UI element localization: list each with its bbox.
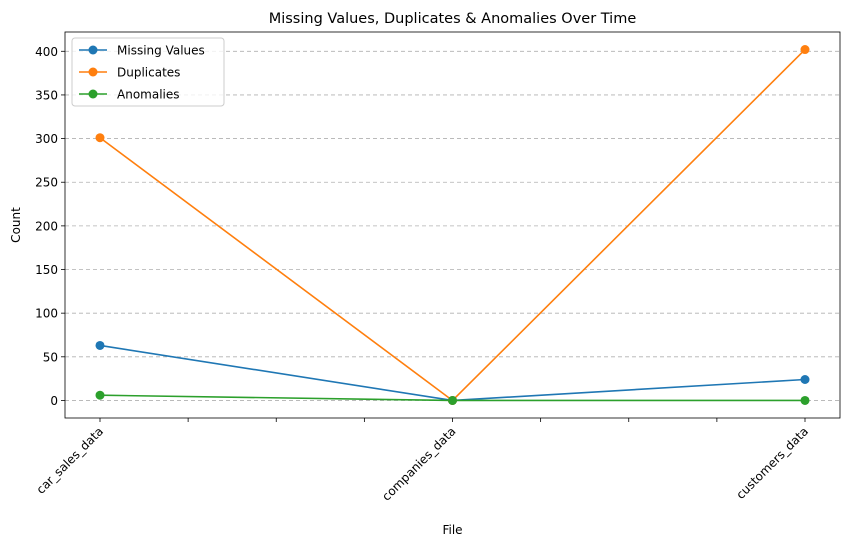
y-tick-label: 400 [35, 45, 58, 59]
legend: Missing Values Duplicates Anomalies [71, 37, 225, 107]
y-tick-label: 0 [50, 394, 58, 408]
y-axis-label: Count [9, 207, 23, 243]
legend-marker [88, 45, 98, 55]
data-point [800, 395, 810, 405]
data-point [800, 45, 810, 55]
x-axis-label: File [442, 523, 462, 537]
y-tick-label: 250 [35, 176, 58, 190]
y-tick-label: 150 [35, 263, 58, 277]
y-axis-ticks: 0 50 100 150 200 250 300 350 400 [35, 45, 65, 408]
y-tick-label: 350 [35, 88, 58, 102]
chart-title: Missing Values, Duplicates & Anomalies O… [269, 11, 637, 27]
legend-label: Anomalies [117, 88, 180, 102]
series-markers [95, 45, 810, 405]
y-tick-label: 100 [35, 307, 58, 321]
data-point [95, 390, 105, 400]
legend-marker [88, 67, 98, 77]
legend-marker [88, 89, 98, 99]
y-tick-label: 50 [43, 350, 58, 364]
data-point [800, 375, 810, 385]
y-tick-label: 200 [35, 219, 58, 233]
legend-label: Duplicates [117, 66, 180, 80]
y-tick-label: 300 [35, 132, 58, 146]
legend-box [71, 37, 225, 107]
data-point [95, 340, 105, 350]
data-point [448, 395, 457, 405]
data-point [95, 133, 105, 143]
legend-label: Missing Values [117, 44, 205, 58]
